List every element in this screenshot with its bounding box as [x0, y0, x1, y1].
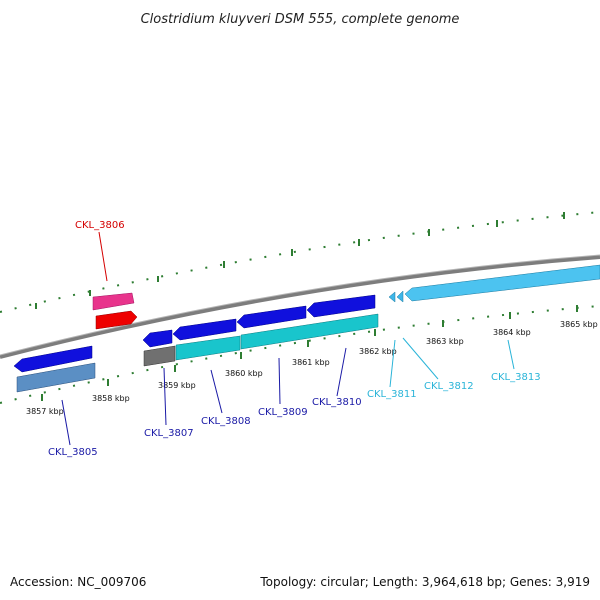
gene-ckl3805-features[interactable]	[13, 345, 96, 393]
genome-backbone	[0, 255, 600, 359]
tick-label: 3863 kbp	[426, 337, 464, 346]
tick-label: 3859 kbp	[158, 381, 196, 390]
tick-label: 3861 kbp	[292, 358, 330, 367]
cyan-block-1[interactable]	[175, 335, 241, 361]
tick-label: 3860 kbp	[225, 369, 263, 378]
gray-block[interactable]	[143, 345, 176, 367]
gene-label-ckl3811[interactable]: CKL_3811	[367, 389, 417, 400]
gene-feature-ckl3811-arrow[interactable]	[388, 291, 396, 303]
tick-labels: 3857 kbp 3858 kbp 3859 kbp 3860 kbp 3861…	[26, 320, 598, 416]
gene-feature-ckl3808-arrow[interactable]	[172, 318, 237, 341]
gene-label-ckl3806[interactable]: CKL_3806	[75, 220, 125, 231]
inner-major-ticks	[41, 305, 578, 401]
gene-ckl3806-features[interactable]	[92, 292, 138, 330]
gene-feature-ckl3813-arrow[interactable]	[404, 264, 600, 302]
topology-text: Topology: circular; Length: 3,964,618 bp…	[259, 575, 590, 589]
gene-labels: CKL_3806 CKL_3805 CKL_3807 CKL_3808 CKL_…	[48, 220, 541, 458]
lower-strand-blocks[interactable]	[143, 313, 379, 367]
gene-label-ckl3805[interactable]: CKL_3805	[48, 447, 98, 458]
outer-major-ticks	[35, 212, 565, 309]
gene-label-ckl3810[interactable]: CKL_3810	[312, 397, 362, 408]
tick-label: 3865 kbp	[560, 320, 598, 329]
genome-title: Clostridium kluyveri DSM 555, complete g…	[141, 12, 460, 27]
tick-label: 3858 kbp	[92, 394, 130, 403]
tick-label: 3864 kbp	[493, 328, 531, 337]
gene-feature-ckl3810-arrow[interactable]	[306, 294, 376, 318]
gene-label-ckl3812[interactable]: CKL_3812	[424, 381, 474, 392]
gene-feature-ckl3807-arrow[interactable]	[142, 329, 173, 348]
gene-label-ckl3809[interactable]: CKL_3809	[258, 407, 308, 418]
gene-feature-ckl3805-block[interactable]	[16, 362, 96, 393]
gene-feature-ckl3812-arrow[interactable]	[396, 290, 404, 303]
gene-feature-ckl3805-arrow[interactable]	[13, 345, 93, 373]
tick-label: 3862 kbp	[359, 347, 397, 356]
leader-lines	[61, 231, 515, 446]
cyan-block-2[interactable]	[240, 313, 379, 350]
gene-label-ckl3808[interactable]: CKL_3808	[201, 416, 251, 427]
gene-feature-red[interactable]	[95, 310, 138, 330]
gene-feature-pink[interactable]	[92, 292, 135, 311]
tick-label: 3857 kbp	[26, 407, 64, 416]
gene-feature-ckl3809-arrow[interactable]	[236, 305, 307, 329]
accession-text: Accession: NC_009706	[10, 575, 146, 589]
blue-cds-row[interactable]	[142, 294, 376, 348]
light-blue-features[interactable]	[388, 264, 600, 303]
gene-label-ckl3807[interactable]: CKL_3807	[144, 428, 194, 439]
gene-label-ckl3813[interactable]: CKL_3813	[491, 372, 541, 383]
